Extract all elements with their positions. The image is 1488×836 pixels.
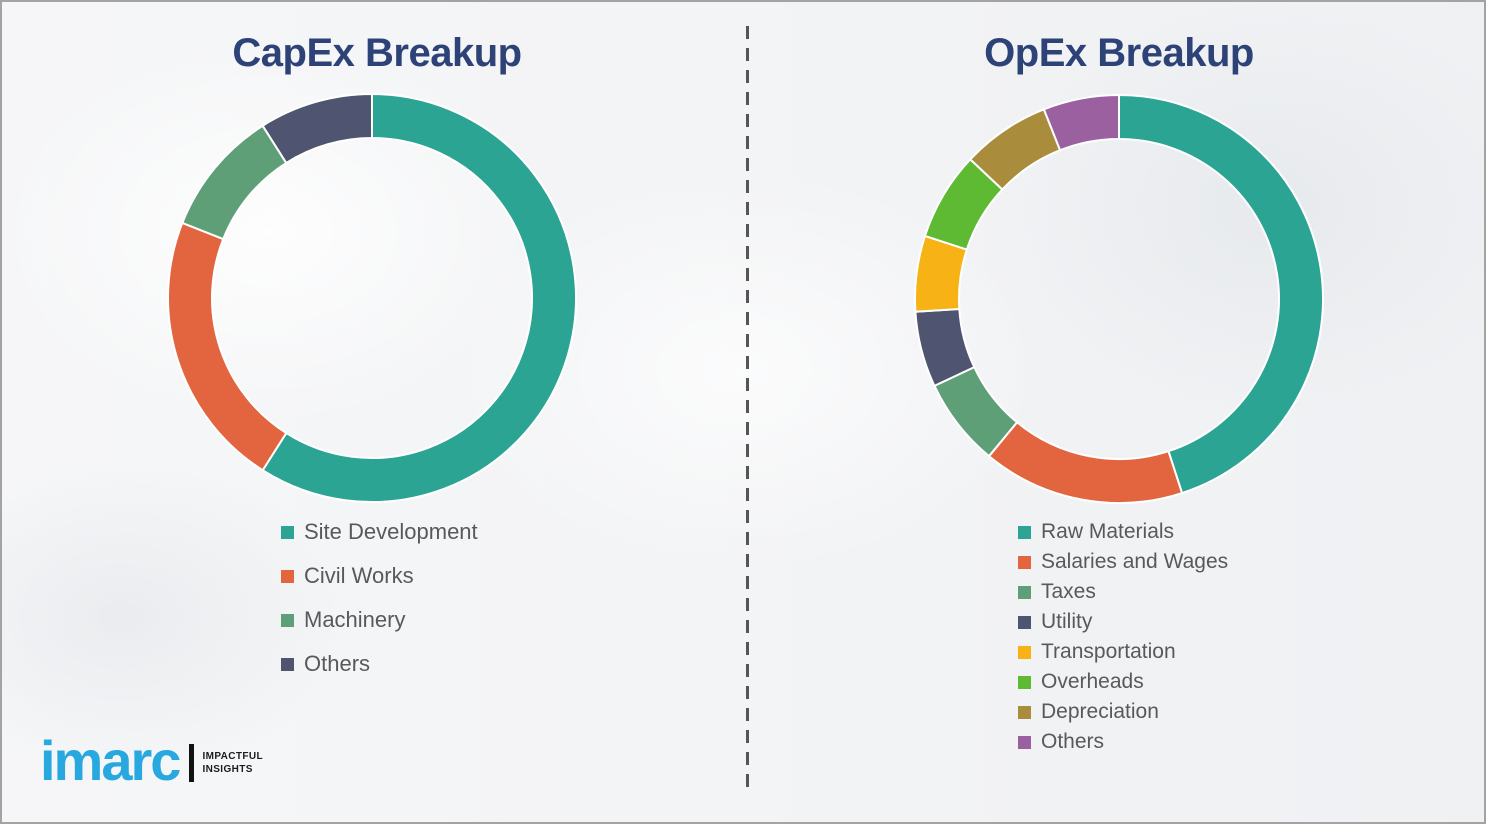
logo-divider-bar bbox=[189, 744, 195, 782]
opex-legend: Raw Materials Salaries and Wages Taxes U… bbox=[1018, 517, 1228, 757]
opex-chart-title: OpEx Breakup bbox=[984, 31, 1254, 75]
logo-tagline: IMPACTFUL INSIGHTS bbox=[202, 750, 263, 776]
legend-swatch-civil-works bbox=[281, 569, 294, 583]
legend-swatch-depreciation bbox=[1018, 705, 1031, 719]
capex-donut-chart bbox=[167, 93, 577, 503]
legend-item-opex-others: Others bbox=[1018, 727, 1228, 757]
legend-item-utility: Utility bbox=[1018, 607, 1228, 637]
legend-label: Depreciation bbox=[1041, 700, 1159, 723]
legend-swatch-transportation bbox=[1018, 645, 1031, 659]
legend-label: Salaries and Wages bbox=[1041, 550, 1229, 573]
imarc-logo: imarc IMPACTFUL INSIGHTS bbox=[40, 729, 263, 792]
legend-swatch-overheads bbox=[1018, 675, 1031, 689]
legend-item-capex-others: Others bbox=[281, 642, 478, 686]
legend-item-taxes: Taxes bbox=[1018, 577, 1228, 607]
legend-label: Others bbox=[1041, 730, 1105, 753]
donut-segment-salaries-and-wages bbox=[987, 421, 1184, 504]
legend-swatch-opex-others bbox=[1018, 735, 1031, 749]
legend-item-overheads: Overheads bbox=[1018, 667, 1228, 697]
legend-swatch-salaries-and-wages bbox=[1018, 555, 1031, 569]
legend-label: Taxes bbox=[1041, 580, 1096, 603]
legend-label: Overheads bbox=[1041, 670, 1144, 693]
legend-swatch-raw-materials bbox=[1018, 525, 1031, 539]
legend-swatch-capex-others bbox=[281, 657, 294, 671]
donut-segment-raw-materials bbox=[1118, 94, 1324, 495]
donut-segment-site-development bbox=[261, 93, 577, 503]
legend-item-transportation: Transportation bbox=[1018, 637, 1228, 667]
opex-donut-chart bbox=[914, 94, 1324, 504]
legend-label: Transportation bbox=[1041, 640, 1176, 663]
donut-segment-others bbox=[261, 93, 373, 164]
legend-swatch-taxes bbox=[1018, 585, 1031, 599]
legend-label: Civil Works bbox=[304, 563, 414, 588]
legend-swatch-machinery bbox=[281, 613, 294, 627]
logo-tagline-line1: IMPACTFUL bbox=[202, 751, 264, 762]
capex-legend: Site Development Civil Works Machinery O… bbox=[281, 510, 478, 686]
legend-item-site-development: Site Development bbox=[281, 510, 478, 554]
legend-item-raw-materials: Raw Materials bbox=[1018, 517, 1228, 547]
legend-label: Site Development bbox=[304, 519, 478, 544]
legend-label: Machinery bbox=[304, 607, 406, 632]
donut-segment-machinery bbox=[181, 124, 288, 241]
legend-item-civil-works: Civil Works bbox=[281, 554, 478, 598]
logo-tagline-line2: INSIGHTS bbox=[202, 764, 253, 775]
capex-chart-title: CapEx Breakup bbox=[232, 31, 522, 75]
donut-segment-others bbox=[1042, 94, 1120, 152]
legend-label: Utility bbox=[1041, 610, 1093, 633]
imarc-logo-wordmark: imarc bbox=[40, 729, 181, 792]
legend-label: Others bbox=[304, 651, 371, 676]
legend-swatch-utility bbox=[1018, 615, 1031, 629]
donut-segment-civil-works bbox=[167, 221, 288, 472]
legend-label: Raw Materials bbox=[1041, 520, 1175, 543]
legend-item-salaries-and-wages: Salaries and Wages bbox=[1018, 547, 1228, 577]
vertical-dashed-divider bbox=[746, 26, 749, 792]
legend-item-machinery: Machinery bbox=[281, 598, 478, 642]
legend-swatch-site-development bbox=[281, 525, 294, 539]
legend-item-depreciation: Depreciation bbox=[1018, 697, 1228, 727]
